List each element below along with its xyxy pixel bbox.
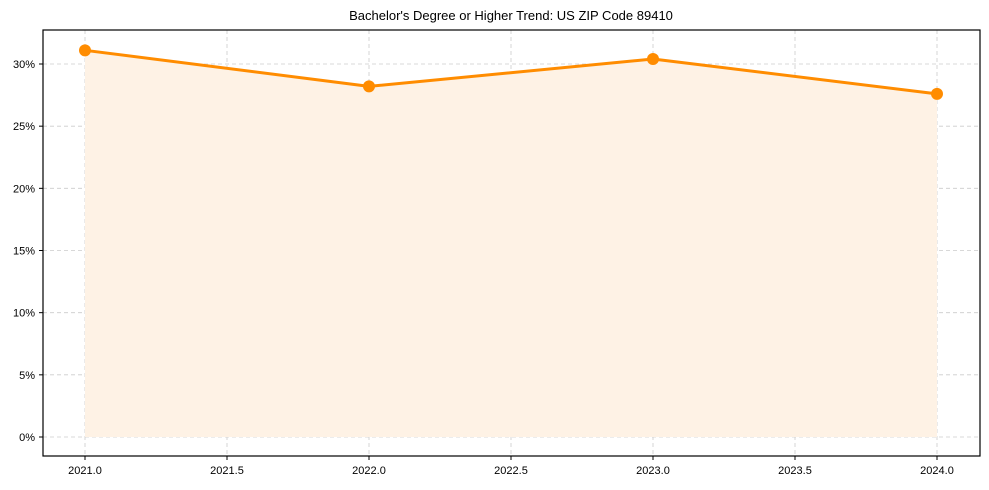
- x-tick-label: 2022.0: [352, 465, 386, 477]
- x-tick-label: 2023.5: [778, 465, 812, 477]
- y-tick-label: 10%: [13, 308, 35, 320]
- x-axis-ticks: 2021.0 2021.5 2022.0 2022.5 2023.0 2023.5 2024…: [68, 456, 954, 477]
- x-tick-label: 2024.0: [920, 465, 954, 477]
- x-tick-label: 2023.0: [636, 465, 670, 477]
- area-fill: [85, 50, 937, 437]
- y-tick-label: 5%: [19, 370, 35, 382]
- data-points: [79, 44, 943, 100]
- y-tick-label: 25%: [13, 121, 35, 133]
- y-tick-label: 30%: [13, 59, 35, 71]
- y-tick-label: 20%: [13, 183, 35, 195]
- chart-title: Bachelor's Degree or Higher Trend: US ZI…: [349, 8, 673, 23]
- x-tick-label: 2021.5: [210, 465, 244, 477]
- data-line: [84, 48, 938, 96]
- y-tick-label: 0%: [19, 432, 35, 444]
- data-point: [79, 44, 91, 57]
- y-axis-ticks: 0% 5% 10% 15% 20% 25% 30%: [13, 59, 43, 444]
- x-tick-label: 2021.0: [68, 465, 102, 477]
- y-tick-label: 15%: [13, 246, 35, 258]
- data-point: [363, 80, 375, 93]
- data-point: [931, 87, 943, 100]
- data-point: [647, 53, 659, 66]
- x-tick-label: 2022.5: [494, 465, 528, 477]
